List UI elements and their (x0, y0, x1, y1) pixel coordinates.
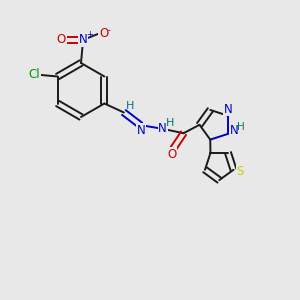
Text: H: H (237, 122, 245, 132)
Text: N: N (79, 33, 88, 46)
Text: O: O (99, 27, 108, 40)
Text: N: N (224, 103, 233, 116)
Text: S: S (236, 165, 244, 178)
Text: O: O (167, 148, 176, 161)
Text: N: N (230, 124, 239, 137)
Text: O: O (57, 33, 66, 46)
Text: N: N (158, 122, 167, 135)
Text: H: H (126, 101, 135, 111)
Text: H: H (166, 118, 175, 128)
Text: Cl: Cl (29, 68, 40, 81)
Text: +: + (86, 30, 92, 39)
Text: -: - (108, 26, 111, 35)
Text: N: N (136, 124, 146, 137)
